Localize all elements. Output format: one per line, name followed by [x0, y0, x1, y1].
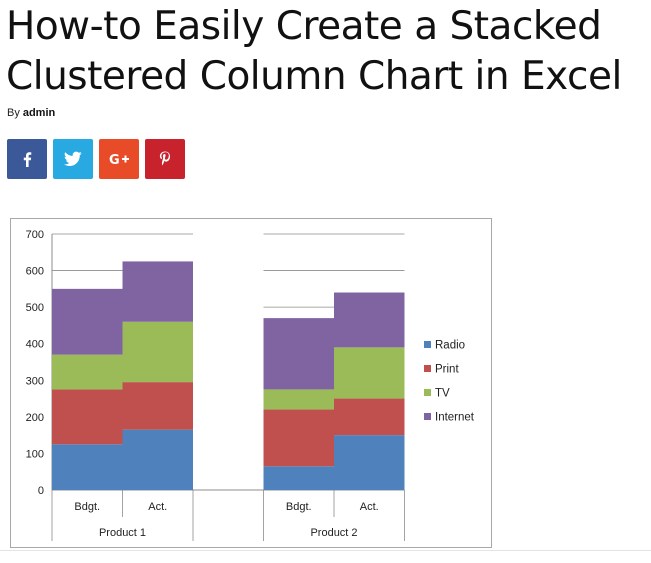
legend-swatch-internet: [424, 413, 431, 420]
x-group-label: Product 1: [99, 527, 146, 539]
y-tick-label: 400: [26, 339, 44, 351]
byline: By admin: [7, 107, 55, 119]
byline-label: By: [7, 107, 20, 119]
bar-tv-1: [122, 321, 193, 383]
legend-label-radio: Radio: [435, 340, 465, 352]
legend-label-print: Print: [435, 364, 459, 376]
facebook-share-button[interactable]: [7, 139, 47, 179]
chart-container: 0 100 200 300 400 500 600 700 Bdgt. Act. Product 1…: [10, 218, 492, 548]
bar-internet-3: [263, 318, 334, 390]
y-tick-label: 300: [26, 375, 44, 387]
bar-print-0: [52, 389, 123, 445]
bar-tv-4: [334, 347, 405, 399]
y-tick-label: 200: [26, 412, 44, 424]
y-tick-label: 0: [38, 485, 44, 497]
bar-radio-0: [52, 444, 123, 490]
legend-label-internet: Internet: [435, 412, 475, 424]
bar-internet-4: [334, 292, 405, 348]
legend-swatch-print: [424, 365, 431, 372]
y-tick-label: 700: [26, 229, 44, 241]
share-buttons: G: [7, 139, 185, 179]
bar-print-3: [263, 409, 334, 467]
author-link[interactable]: admin: [22, 107, 56, 119]
bar-internet-0: [52, 288, 123, 355]
legend-swatch-radio: [424, 341, 431, 348]
legend-label-tv: TV: [435, 388, 450, 400]
bar-radio-1: [122, 429, 193, 490]
bar-internet-1: [122, 261, 193, 322]
bar-tv-3: [263, 389, 334, 410]
y-tick-label: 100: [26, 448, 44, 460]
sheet-gridline: [0, 550, 651, 551]
pinterest-icon: [159, 151, 170, 166]
article-title: How-to Easily Create a Stacked Clustered…: [6, 4, 622, 99]
google-plus-share-button[interactable]: G: [99, 139, 139, 179]
facebook-icon: [23, 152, 32, 167]
bar-print-4: [334, 398, 405, 436]
x-category-label: Bdgt.: [286, 501, 312, 513]
twitter-share-button[interactable]: [53, 139, 93, 179]
twitter-icon: [64, 151, 82, 166]
y-tick-label: 600: [26, 266, 44, 278]
x-group-label: Product 2: [310, 527, 357, 539]
bar-print-1: [122, 382, 193, 430]
y-tick-label: 500: [26, 302, 44, 314]
svg-text:G: G: [109, 153, 120, 167]
bar-radio-3: [263, 466, 334, 490]
legend-swatch-tv: [424, 389, 431, 396]
x-category-label: Act.: [148, 501, 167, 513]
x-category-label: Bdgt.: [74, 501, 100, 513]
x-category-label: Act.: [360, 501, 379, 513]
bar-tv-0: [52, 354, 123, 390]
pinterest-share-button[interactable]: [145, 139, 185, 179]
stacked-clustered-column-chart: 0 100 200 300 400 500 600 700 Bdgt. Act. Product 1…: [26, 229, 475, 541]
bar-radio-4: [334, 435, 405, 490]
google-plus-icon: G: [109, 153, 129, 167]
